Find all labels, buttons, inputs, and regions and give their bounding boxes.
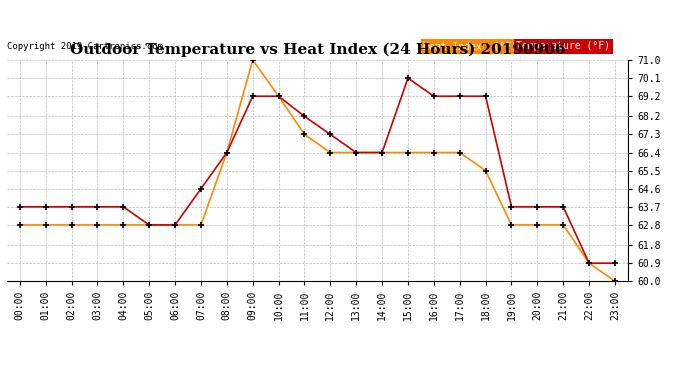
Text: Copyright 2019 Cartronics.com: Copyright 2019 Cartronics.com: [7, 42, 163, 51]
Text: Temperature (°F): Temperature (°F): [516, 41, 610, 51]
Text: Heat Index  (°F): Heat Index (°F): [423, 41, 517, 51]
Title: Outdoor Temperature vs Heat Index (24 Hours) 20190906: Outdoor Temperature vs Heat Index (24 Ho…: [70, 43, 565, 57]
